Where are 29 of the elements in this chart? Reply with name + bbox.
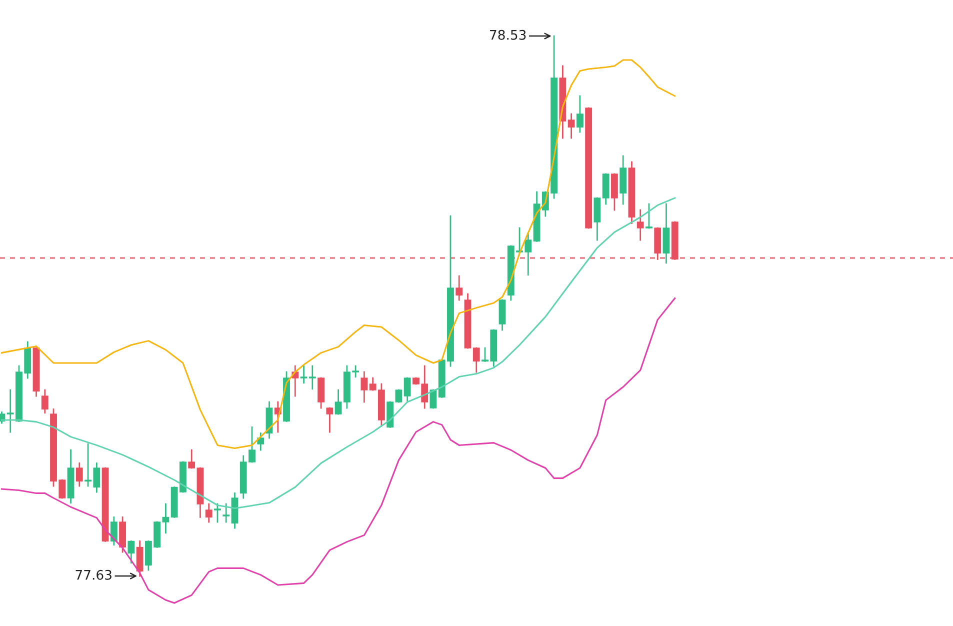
candlestick (300, 365, 308, 384)
candlestick (594, 197, 601, 241)
candlestick (188, 449, 196, 469)
candlestick (205, 503, 212, 523)
candlestick (41, 389, 48, 414)
candlestick (395, 389, 402, 403)
candlestick (602, 173, 610, 205)
candlestick (636, 209, 644, 241)
candlestick (360, 371, 368, 403)
candlestick (318, 377, 324, 409)
candlestick (326, 407, 334, 433)
candlestick (308, 365, 316, 390)
candlestick (498, 299, 506, 331)
candlestick (76, 462, 83, 487)
candlestick (576, 95, 584, 133)
candlestick (646, 203, 652, 229)
candlestick (110, 516, 118, 546)
candlestick (456, 275, 463, 301)
candlestick (222, 503, 230, 523)
annotation: 77.63 (76, 570, 112, 580)
candlestick (136, 540, 144, 577)
candlestick (257, 432, 264, 451)
candlestick (611, 173, 618, 211)
candlestick (472, 347, 480, 373)
candlestick (568, 113, 575, 139)
candlestick (128, 540, 135, 564)
candlestick (214, 503, 221, 523)
candlestick (404, 377, 411, 403)
annotation: 78.53 (490, 30, 526, 40)
